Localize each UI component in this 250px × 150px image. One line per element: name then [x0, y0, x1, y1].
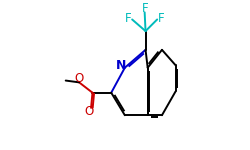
Text: O: O	[85, 105, 94, 118]
Text: O: O	[74, 72, 83, 85]
Text: F: F	[142, 2, 148, 15]
Text: N: N	[116, 59, 126, 72]
Text: F: F	[158, 12, 164, 25]
Text: F: F	[125, 12, 132, 25]
